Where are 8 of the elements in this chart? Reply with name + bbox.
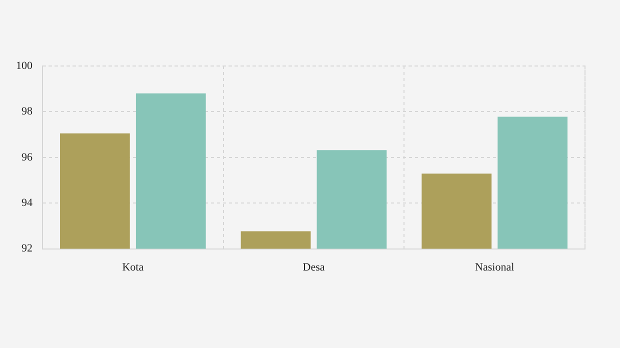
y-tick-label: 96 bbox=[22, 151, 33, 164]
y-tick-label: 100 bbox=[16, 60, 33, 72]
x-tick-label: Desa bbox=[302, 261, 325, 274]
y-tick-label: 92 bbox=[22, 242, 32, 255]
x-tick-label: Nasional bbox=[475, 261, 514, 274]
y-tick-label: 98 bbox=[22, 106, 33, 118]
y-tick-label: 94 bbox=[22, 196, 33, 209]
x-tick-label: Kota bbox=[122, 261, 144, 274]
